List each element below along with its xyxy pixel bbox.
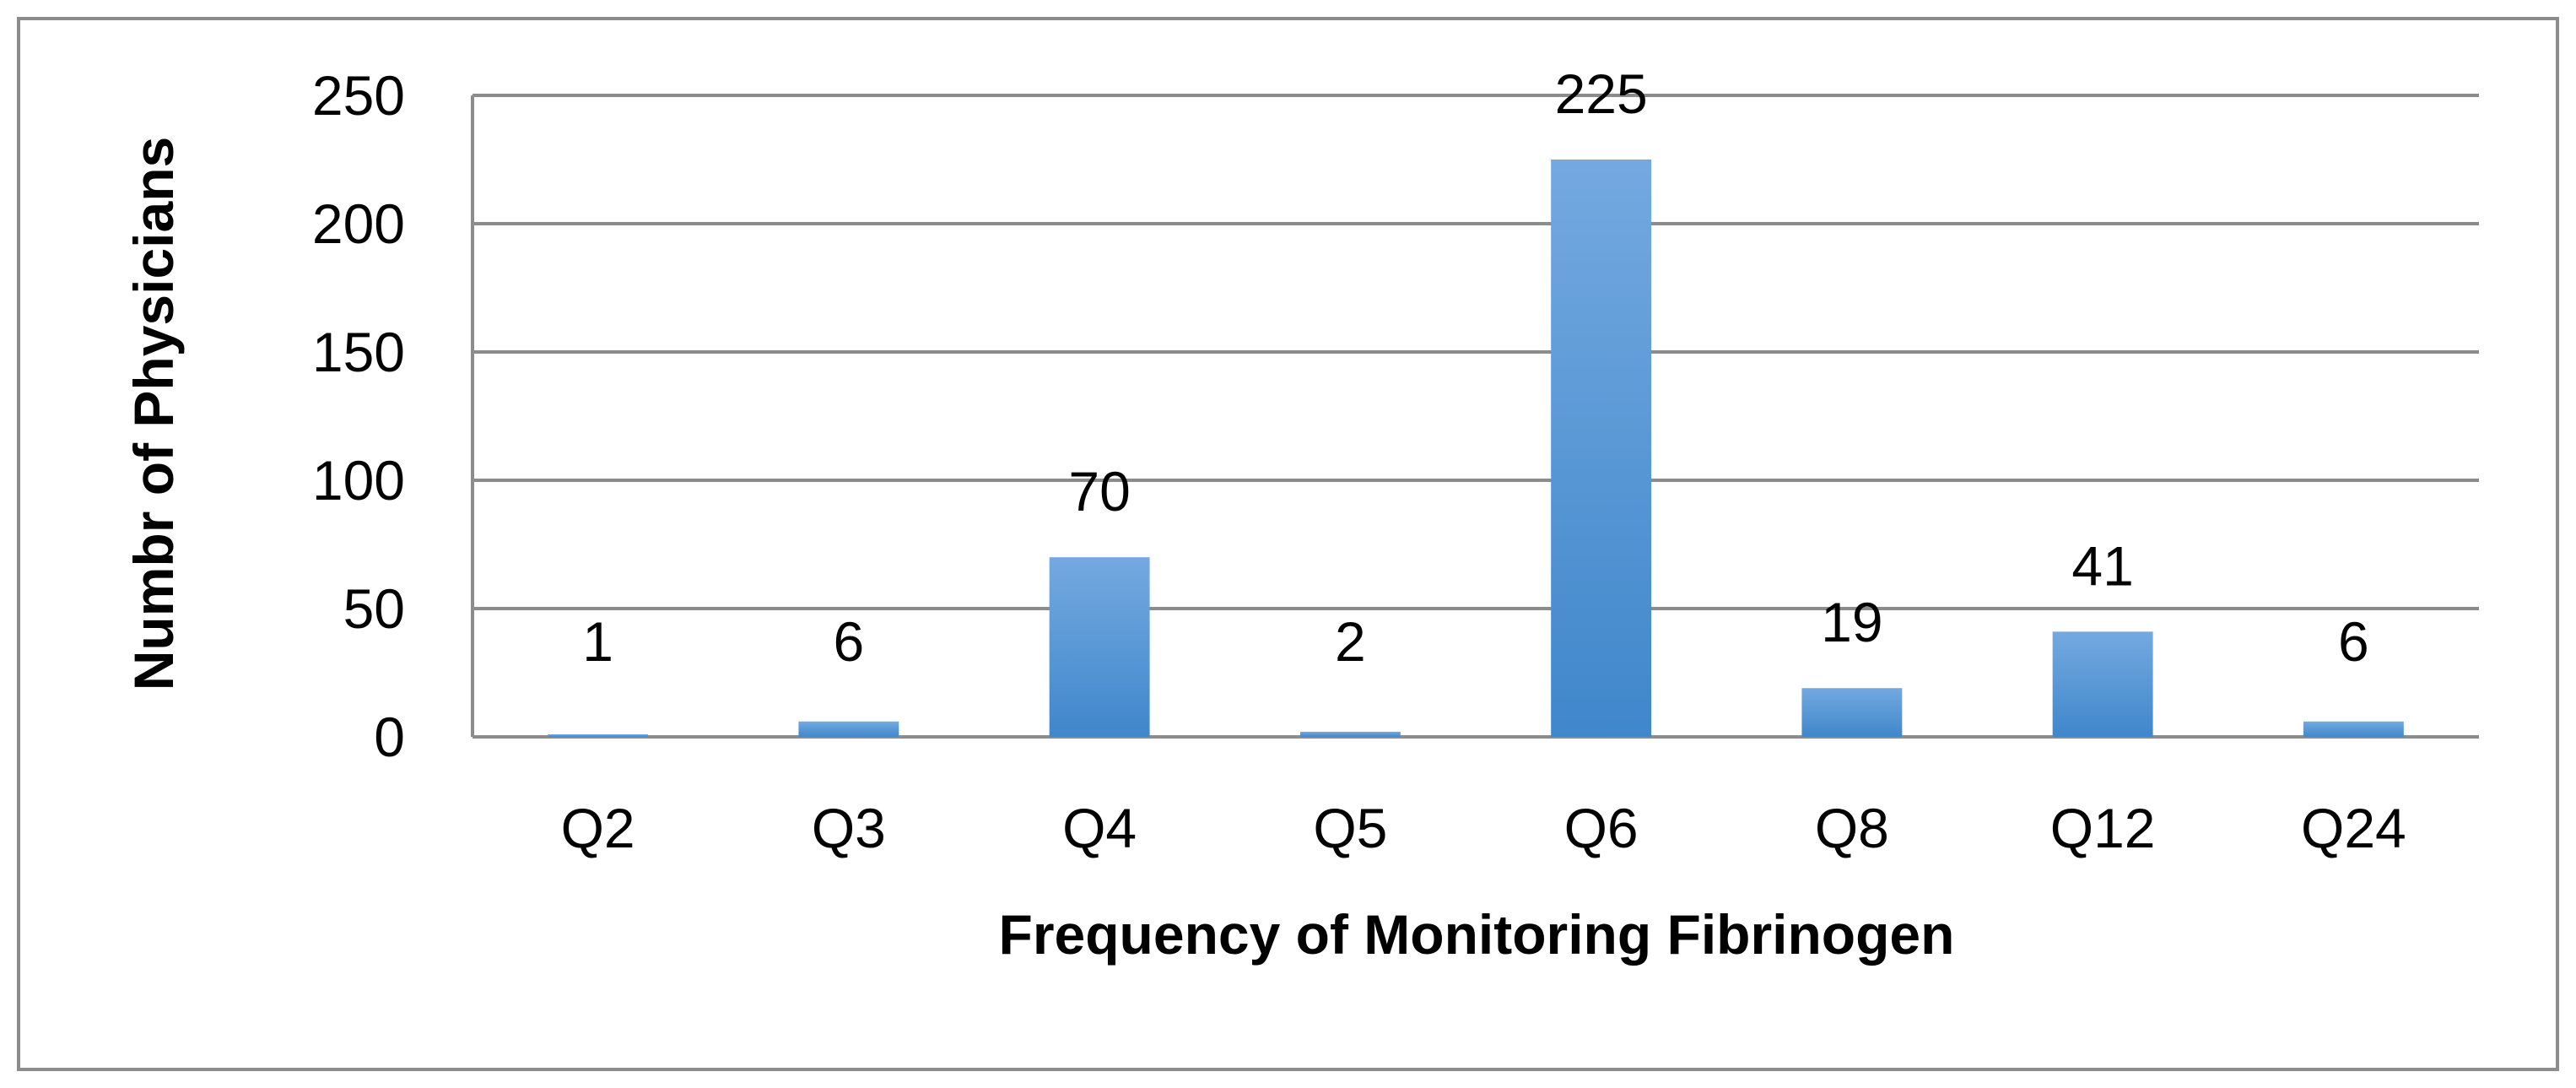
x-tick-label: Q12 [2050, 797, 2156, 859]
data-label: 6 [834, 610, 865, 673]
bar-q2 [548, 733, 649, 737]
bar-q6 [1551, 160, 1652, 737]
data-label: 6 [2338, 610, 2369, 673]
x-tick-label: Q2 [561, 797, 635, 859]
y-tick-label: 0 [374, 706, 405, 768]
data-label: 2 [1335, 610, 1366, 673]
y-tick-label: 150 [312, 321, 405, 383]
x-tick-label: Q24 [2301, 797, 2406, 859]
data-label: 19 [1821, 591, 1882, 653]
bar-q24 [2303, 721, 2404, 737]
x-tick-label: Q3 [812, 797, 886, 859]
x-tick-label: Q6 [1564, 797, 1639, 859]
bar-q4 [1049, 557, 1150, 737]
data-label: 1 [582, 610, 613, 673]
chart-border [17, 17, 2559, 1071]
bar-q3 [798, 721, 899, 737]
y-tick-label: 100 [312, 449, 405, 512]
x-tick-labels: Q2 Q3 Q4 Q5 Q6 Q8 Q12 Q24 [561, 797, 2406, 859]
data-labels: 1 6 70 2 225 19 41 6 [582, 62, 2368, 673]
data-label: 70 [1068, 460, 1130, 522]
y-axis-title: Numbr of Physicians [122, 137, 185, 691]
bar-q8 [1801, 688, 1903, 737]
y-tick-label: 200 [312, 192, 405, 255]
y-tick-label: 250 [312, 64, 405, 127]
x-tick-label: Q4 [1062, 797, 1137, 859]
x-axis-title: Frequency of Monitoring Fibrinogen [999, 903, 1955, 966]
bars [548, 160, 2404, 737]
data-label: 41 [2071, 534, 2133, 597]
data-label: 225 [1555, 62, 1648, 125]
bar-q5 [1299, 731, 1401, 737]
bar-q12 [2052, 631, 2153, 737]
y-tick-label: 50 [343, 577, 405, 640]
y-tick-labels: 0 50 100 150 200 250 [312, 64, 405, 768]
x-tick-label: Q5 [1313, 797, 1387, 859]
x-tick-label: Q8 [1815, 797, 1889, 859]
